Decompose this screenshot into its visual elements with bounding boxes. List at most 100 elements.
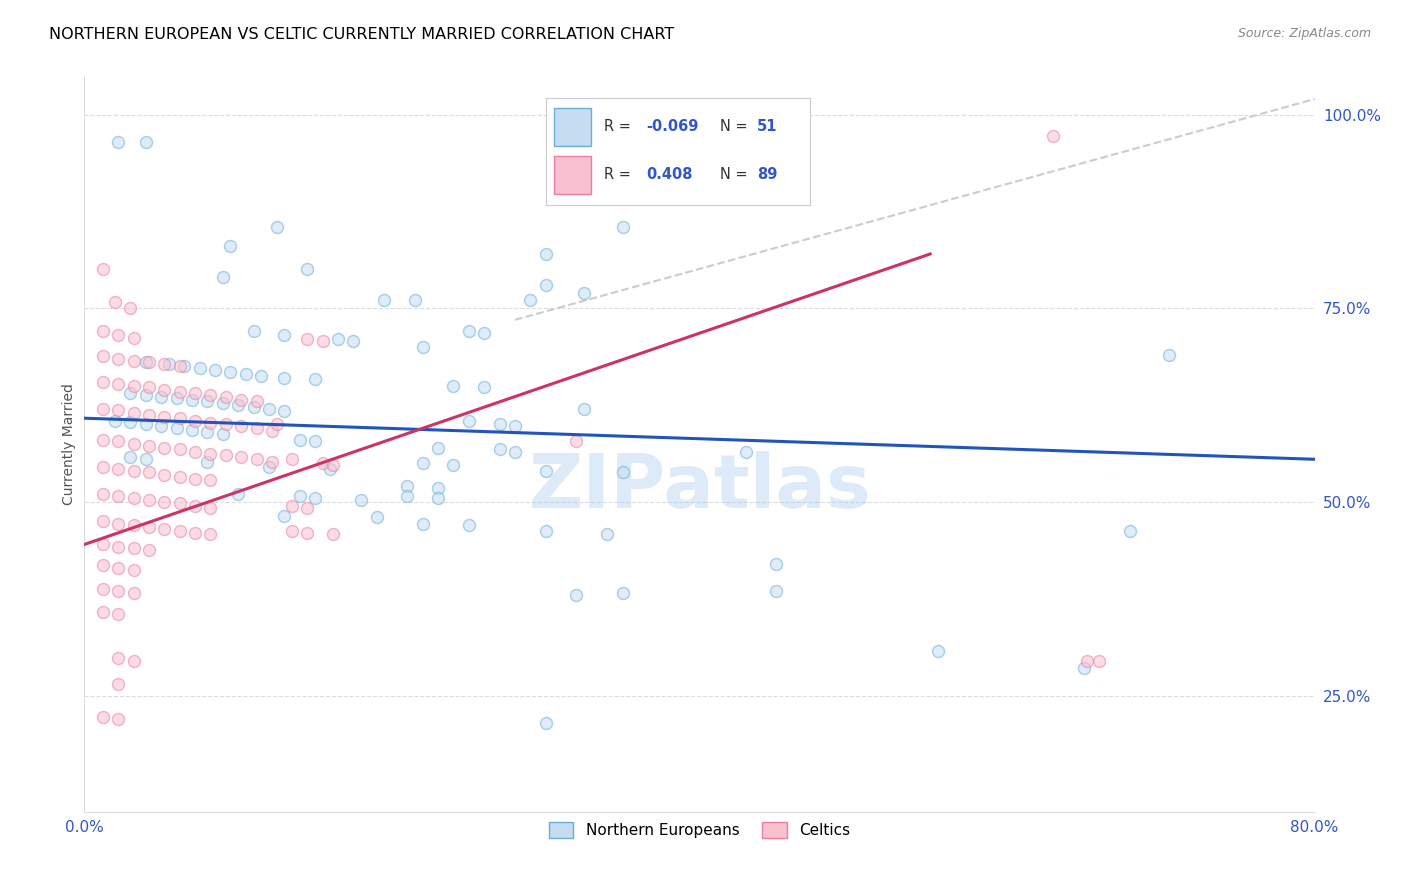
Point xyxy=(266,219,288,234)
Point xyxy=(91,349,114,363)
Point xyxy=(169,496,191,510)
Point xyxy=(534,464,557,478)
Point xyxy=(457,413,479,427)
Point xyxy=(120,415,142,429)
Point xyxy=(122,406,145,420)
Point xyxy=(107,516,129,531)
Point xyxy=(565,588,588,602)
Point xyxy=(91,537,114,551)
Point xyxy=(235,367,257,381)
Point xyxy=(443,378,465,392)
Point xyxy=(120,386,142,401)
Point xyxy=(107,434,129,449)
Point xyxy=(734,444,756,458)
Point xyxy=(1076,654,1098,668)
Point xyxy=(366,510,388,524)
Point xyxy=(153,522,176,536)
Point xyxy=(91,487,114,501)
Point xyxy=(427,491,450,505)
Point xyxy=(200,473,222,487)
Point xyxy=(157,357,180,371)
Point xyxy=(612,586,634,600)
Point xyxy=(91,710,114,724)
Point xyxy=(534,715,557,730)
Point xyxy=(173,359,195,374)
Point xyxy=(104,413,127,427)
Point xyxy=(91,460,114,475)
Point xyxy=(242,325,264,339)
Point xyxy=(211,270,233,285)
Point xyxy=(297,262,319,277)
Point xyxy=(281,499,304,513)
Point xyxy=(304,491,326,505)
Point xyxy=(153,495,176,509)
Point xyxy=(138,519,160,533)
Point xyxy=(273,371,295,385)
Point xyxy=(200,388,222,402)
Point xyxy=(219,365,242,379)
Point xyxy=(246,394,269,409)
Point xyxy=(122,563,145,577)
Point xyxy=(107,560,129,574)
Point xyxy=(396,479,419,493)
Point xyxy=(288,433,311,447)
Point xyxy=(322,458,344,472)
Point xyxy=(534,524,557,539)
Point xyxy=(273,508,295,523)
Point xyxy=(927,643,949,657)
Point xyxy=(169,470,191,484)
Point xyxy=(260,424,283,438)
Point xyxy=(197,454,219,468)
Point xyxy=(107,377,129,392)
Point xyxy=(488,417,510,432)
Point xyxy=(107,351,129,366)
Point xyxy=(150,419,173,434)
Point xyxy=(197,394,219,409)
Point xyxy=(211,395,233,409)
Point xyxy=(503,444,526,458)
Point xyxy=(153,467,176,482)
Point xyxy=(122,331,145,345)
Point xyxy=(246,452,269,467)
Point xyxy=(153,383,176,397)
Point xyxy=(534,277,557,292)
Point xyxy=(120,301,142,316)
Point xyxy=(122,491,145,505)
Point xyxy=(150,390,173,404)
Point xyxy=(107,651,129,665)
Point xyxy=(107,677,129,691)
Point xyxy=(612,219,634,234)
Point xyxy=(107,607,129,622)
Point xyxy=(297,332,319,346)
Point xyxy=(107,328,129,343)
Point xyxy=(91,558,114,573)
Point xyxy=(257,401,280,416)
Point xyxy=(572,401,595,416)
Text: NORTHERN EUROPEAN VS CELTIC CURRENTLY MARRIED CORRELATION CHART: NORTHERN EUROPEAN VS CELTIC CURRENTLY MA… xyxy=(49,27,675,42)
Point xyxy=(104,295,127,310)
Point xyxy=(91,262,114,277)
Y-axis label: Currently Married: Currently Married xyxy=(62,383,76,505)
Point xyxy=(297,501,319,516)
Point xyxy=(135,452,157,467)
Point xyxy=(135,417,157,432)
Point xyxy=(765,584,787,599)
Point xyxy=(281,452,304,467)
Point xyxy=(443,458,465,472)
Point xyxy=(231,392,253,407)
Point xyxy=(1042,129,1064,144)
Point xyxy=(153,409,176,424)
Point xyxy=(427,441,450,455)
Point xyxy=(342,334,364,348)
Point xyxy=(135,355,157,369)
Point xyxy=(184,472,207,486)
Point xyxy=(412,516,434,531)
Point xyxy=(412,340,434,354)
Point xyxy=(138,466,160,480)
Point xyxy=(107,403,129,417)
Point xyxy=(288,490,311,504)
Point xyxy=(231,450,253,464)
Point xyxy=(322,527,344,541)
Point xyxy=(122,464,145,478)
Point xyxy=(242,401,264,415)
